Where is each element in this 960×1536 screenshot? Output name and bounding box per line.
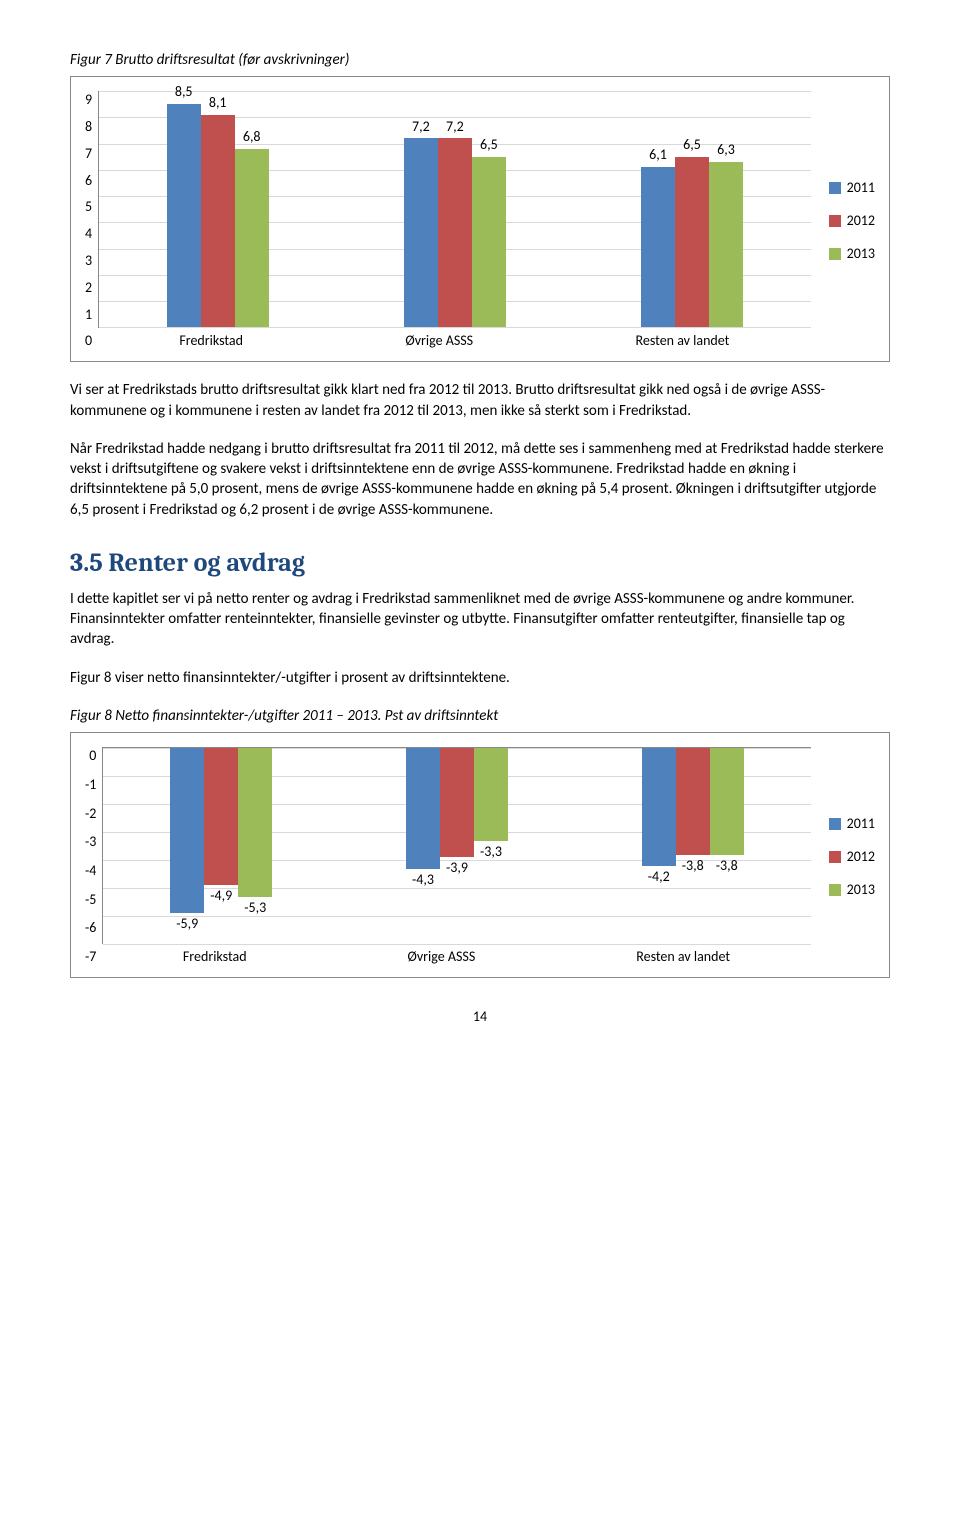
figure7-chart: 9876543210 8,5 8,1 6,8 7,2 7,2 6,5 6,1 6,5 6,3 F… bbox=[70, 76, 890, 362]
legend-swatch bbox=[829, 182, 841, 194]
figure8-title: Figur 8 Netto finansinntekter-/utgifter … bbox=[70, 706, 890, 726]
legend-label: 2011 bbox=[847, 815, 875, 834]
legend-label: 2013 bbox=[847, 245, 875, 264]
figure7-title: Figur 7 Brutto driftsresultat (før avskr… bbox=[70, 50, 890, 70]
legend-swatch bbox=[829, 851, 841, 863]
legend-item: 2011 bbox=[829, 815, 875, 834]
figure7-x-labels: Fredrikstad Øvrige ASSS Resten av landet bbox=[98, 328, 811, 351]
paragraph-1: Vi ser at Fredrikstads brutto driftsresu… bbox=[70, 380, 890, 421]
bar-value-label: -3,9 bbox=[446, 859, 468, 878]
bar bbox=[472, 157, 506, 328]
legend-label: 2012 bbox=[847, 848, 875, 867]
bar bbox=[167, 104, 201, 327]
figure8-y-axis: 0-1-2-3-4-5-6-7 bbox=[85, 747, 102, 967]
x-axis-label: Fredrikstad bbox=[183, 948, 247, 967]
bar-value-label: 6,5 bbox=[480, 136, 498, 155]
bar-value-label: -4,3 bbox=[412, 871, 434, 890]
legend-item: 2012 bbox=[829, 212, 875, 231]
bar bbox=[440, 748, 474, 857]
bar bbox=[404, 138, 438, 327]
bar bbox=[675, 157, 709, 328]
legend-item: 2013 bbox=[829, 881, 875, 900]
legend-swatch bbox=[829, 884, 841, 896]
bar bbox=[406, 748, 440, 868]
figure7-plot-area: 8,58,16,87,27,26,56,16,56,3 bbox=[98, 91, 811, 328]
figure7-y-axis: 9876543210 bbox=[85, 91, 98, 351]
legend-swatch bbox=[829, 215, 841, 227]
legend-label: 2011 bbox=[847, 179, 875, 198]
paragraph-4: Figur 8 viser netto finansinntekter/-utg… bbox=[70, 668, 890, 688]
x-axis-label: Resten av landet bbox=[636, 332, 730, 351]
bar-value-label: -3,8 bbox=[716, 857, 738, 876]
bar-value-label: 6,1 bbox=[649, 146, 667, 165]
x-axis-label: Resten av landet bbox=[636, 948, 730, 967]
bar-value-label: -3,3 bbox=[480, 843, 502, 862]
bar-value-label: 6,8 bbox=[243, 128, 261, 147]
x-axis-label: Fredrikstad bbox=[179, 332, 243, 351]
bar-value-label: 8,5 bbox=[175, 83, 193, 102]
legend-swatch bbox=[829, 248, 841, 260]
bar-value-label: 6,3 bbox=[717, 141, 735, 160]
bar-value-label: 7,2 bbox=[412, 118, 430, 137]
bar bbox=[642, 748, 676, 866]
section-heading-3-5: 3.5 Renter og avdrag bbox=[70, 546, 890, 581]
bar bbox=[238, 748, 272, 896]
paragraph-2: Når Fredrikstad hadde nedgang i brutto d… bbox=[70, 439, 890, 520]
bar bbox=[235, 149, 269, 327]
bar-value-label: -5,9 bbox=[176, 915, 198, 934]
bar-value-label: -4,2 bbox=[648, 868, 670, 887]
bar-value-label: -3,8 bbox=[682, 857, 704, 876]
bar bbox=[641, 167, 675, 327]
bar bbox=[170, 748, 204, 913]
bar bbox=[676, 748, 710, 854]
paragraph-3: I dette kapitlet ser vi på netto renter … bbox=[70, 589, 890, 650]
figure8-plot-area: -5,9 -4,9 -5,3 -4,3 -3,9 -3,3 -4,2 -3,8 -3,8 bbox=[102, 747, 810, 944]
legend-item: 2013 bbox=[829, 245, 875, 264]
x-axis-label: Øvrige ASSS bbox=[405, 332, 473, 351]
bar-value-label: -4,9 bbox=[210, 887, 232, 906]
legend-label: 2012 bbox=[847, 212, 875, 231]
bar-value-label: -5,3 bbox=[244, 899, 266, 918]
x-axis-label: Øvrige ASSS bbox=[408, 948, 476, 967]
figure7-legend: 2011 2012 2013 bbox=[811, 91, 875, 351]
figure8-x-labels: Fredrikstad Øvrige ASSS Resten av landet bbox=[102, 944, 810, 967]
bar bbox=[710, 748, 744, 854]
bar-value-label: 7,2 bbox=[446, 118, 464, 137]
legend-item: 2012 bbox=[829, 848, 875, 867]
figure8-legend: 2011 2012 2013 bbox=[811, 747, 875, 967]
legend-swatch bbox=[829, 818, 841, 830]
legend-label: 2013 bbox=[847, 881, 875, 900]
legend-item: 2011 bbox=[829, 179, 875, 198]
bar-value-label: 6,5 bbox=[683, 136, 701, 155]
bar-value-label: 8,1 bbox=[209, 94, 227, 113]
bar bbox=[438, 138, 472, 327]
bar bbox=[474, 748, 508, 840]
bar bbox=[204, 748, 238, 885]
bar bbox=[201, 115, 235, 327]
bar bbox=[709, 162, 743, 327]
figure8-chart: 0-1-2-3-4-5-6-7 -5,9 -4,9 -5,3 -4,3 -3,9 -3,3… bbox=[70, 732, 890, 978]
page-number: 14 bbox=[70, 1008, 890, 1027]
